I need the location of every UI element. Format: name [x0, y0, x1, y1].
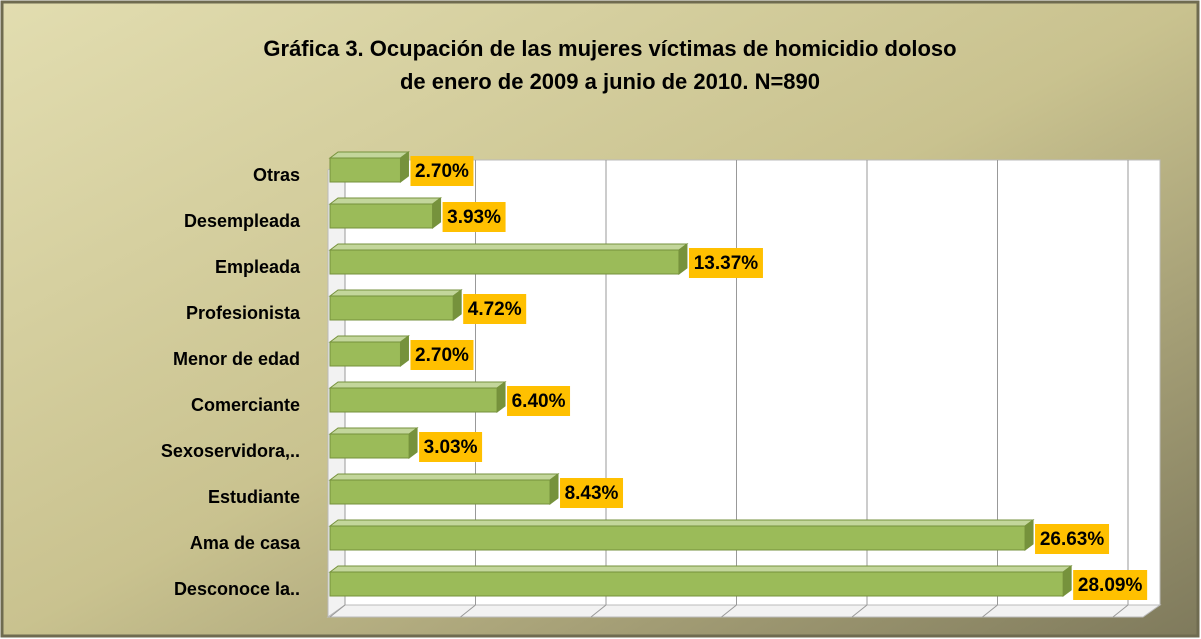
- y-tick-label: Desempleada: [184, 211, 301, 231]
- data-label-box: [410, 340, 474, 370]
- y-tick-label: Estudiante: [208, 487, 300, 507]
- chart-title: Gráfica 3. Ocupación de las mujeres víct…: [263, 36, 956, 94]
- y-tick-label: Menor de edad: [173, 349, 300, 369]
- data-label: 2.70%: [415, 345, 469, 366]
- data-label-box: [560, 478, 624, 508]
- bar-side: [1062, 565, 1072, 597]
- grid-line: [982, 604, 998, 618]
- grid-line: [329, 604, 346, 618]
- bar: [329, 433, 410, 459]
- y-tick-label: Sexoservidora,..: [161, 441, 300, 461]
- y-tick-label: Comerciante: [191, 395, 300, 415]
- bar-side: [549, 473, 559, 505]
- data-label-box: [1073, 570, 1148, 600]
- bar-side: [408, 427, 418, 459]
- data-label: 28.09%: [1078, 575, 1143, 596]
- bar: [329, 387, 498, 413]
- bar: [329, 479, 551, 505]
- bar-side: [1024, 519, 1034, 551]
- bar-top: [328, 151, 410, 159]
- data-label-box: [1035, 524, 1110, 554]
- data-label-box: [442, 202, 506, 232]
- bar-top: [328, 519, 1035, 527]
- bar: [329, 341, 401, 367]
- bar: [329, 571, 1064, 597]
- bar-side: [432, 197, 442, 229]
- bar-side: [399, 151, 409, 183]
- bar-top: [328, 381, 507, 389]
- data-label: 3.93%: [447, 207, 501, 228]
- bar: [329, 203, 434, 229]
- bar-side: [452, 289, 462, 321]
- bar-top: [328, 243, 689, 251]
- data-label-box: [410, 156, 474, 186]
- grid-line: [721, 604, 737, 618]
- data-label: 3.03%: [424, 437, 478, 458]
- y-tick-label: Desconoce la..: [174, 579, 300, 599]
- data-label: 6.40%: [512, 391, 566, 412]
- bar: [329, 249, 680, 275]
- bar-top: [328, 473, 560, 481]
- data-label-box: [688, 248, 763, 278]
- data-label: 2.70%: [415, 161, 469, 182]
- bar-top: [328, 427, 419, 435]
- y-tick-label: Profesionista: [186, 303, 301, 323]
- bar-side: [678, 243, 688, 275]
- y-tick-label: Empleada: [215, 257, 301, 277]
- grid-line: [1112, 604, 1129, 618]
- y-tick-label: Ama de casa: [190, 533, 301, 553]
- bar-top: [328, 197, 443, 205]
- bar-top: [328, 289, 463, 297]
- data-label-box: [507, 386, 571, 416]
- bar: [329, 525, 1026, 551]
- grid-line: [590, 604, 607, 618]
- bar-side: [399, 335, 409, 367]
- bar-side: [496, 381, 506, 413]
- data-label: 4.72%: [468, 299, 522, 320]
- bar-top: [328, 565, 1073, 573]
- bar-top: [328, 335, 410, 343]
- bar: [329, 295, 454, 321]
- plot-floor: [326, 604, 1162, 618]
- data-label: 8.43%: [565, 483, 619, 504]
- bar: [329, 157, 401, 183]
- grid-line: [460, 604, 476, 618]
- data-label-box: [463, 294, 527, 324]
- grid-line: [851, 604, 868, 618]
- data-label-box: [419, 432, 483, 462]
- data-label: 13.37%: [694, 253, 759, 274]
- data-label: 26.63%: [1040, 529, 1105, 550]
- y-tick-label: Otras: [253, 165, 300, 185]
